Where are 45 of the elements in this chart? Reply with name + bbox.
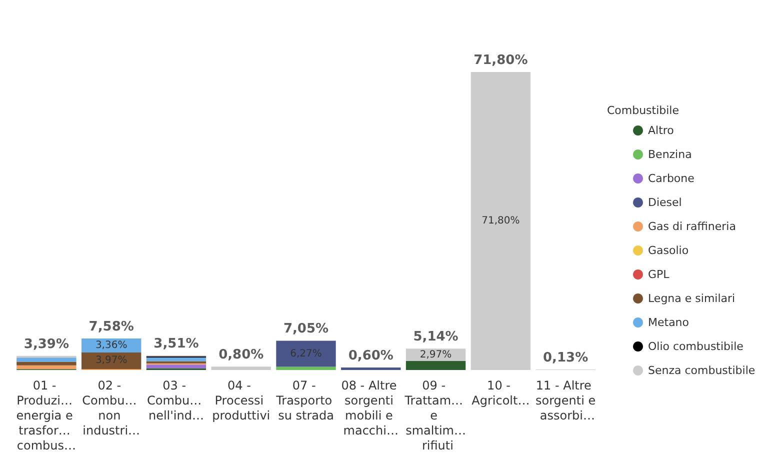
- x-tick-label: 03 - Combu… nell'ind…: [146, 378, 206, 422]
- total-label: 3,39%: [24, 336, 69, 352]
- x-tick-label: 08 - Altre sorgenti mobili e macchi…: [341, 378, 401, 438]
- x-tick-label: 11 - Altre sorgenti e assorbi…: [535, 378, 596, 422]
- x-tick-label: 02 - Combu… non industri…: [82, 378, 141, 438]
- x-tick-label: 07 - Trasporto su strada: [275, 378, 336, 422]
- data-label: 3,97%: [95, 355, 128, 366]
- total-label: 0,80%: [218, 348, 264, 363]
- legend-label: Benzina: [648, 148, 692, 161]
- legend-title: Combustibile: [606, 104, 680, 117]
- data-label: 3,36%: [95, 340, 128, 352]
- legend-label: GPL: [648, 268, 670, 281]
- legend-label: Senza combustibile: [648, 364, 756, 377]
- legend-label: Gas di raffineria: [648, 220, 736, 233]
- bar: [146, 364, 206, 368]
- legend-label: Legna e similari: [648, 292, 736, 305]
- x-tick-label: 04 - Processi produttivi: [212, 378, 270, 422]
- total-label: 0,13%: [543, 350, 588, 366]
- bar: [470, 72, 531, 370]
- data-label: 71,80%: [482, 216, 520, 227]
- total-label: 71,80%: [474, 53, 528, 68]
- legend-label: Diesel: [648, 196, 682, 209]
- bar: [211, 366, 271, 370]
- bar: [16, 362, 76, 366]
- total-label: 0,60%: [348, 348, 394, 364]
- legend-label: Altro: [648, 124, 674, 137]
- bar: [406, 360, 466, 370]
- bar: [16, 358, 76, 362]
- x-tick-label: 10 - Agricolt…: [472, 378, 530, 408]
- total-label: 7,58%: [88, 320, 134, 335]
- total-label: 5,14%: [413, 330, 458, 345]
- legend-label: Carbone: [648, 172, 695, 185]
- bar: [146, 358, 206, 362]
- total-label: 3,51%: [154, 336, 199, 352]
- x-tick-label: 09 - Trattam… e smaltim… rifiuti: [404, 378, 467, 452]
- data-label: 6,27%: [290, 348, 322, 360]
- bar: [276, 340, 336, 367]
- total-label: 7,05%: [283, 322, 329, 337]
- x-tick-label: 01 - Produzi… energia e trasfor… combus…: [16, 378, 77, 452]
- bar: [276, 366, 336, 370]
- legend-label: Olio combustibile: [648, 340, 744, 353]
- legend-label: Metano: [648, 316, 690, 329]
- bar: [16, 365, 76, 370]
- legend-label: Gasolio: [648, 244, 689, 257]
- data-label: 2,97%: [420, 349, 452, 360]
